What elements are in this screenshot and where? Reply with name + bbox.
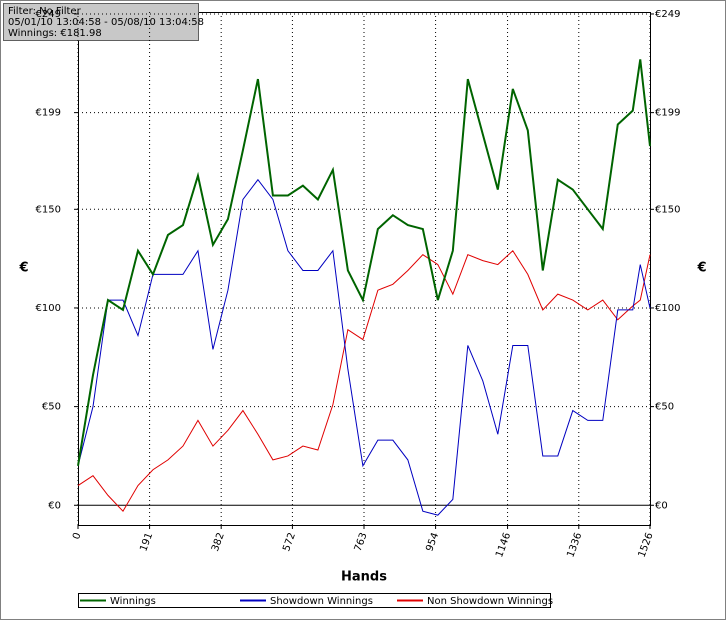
legend xyxy=(78,593,551,608)
series-line xyxy=(77,249,651,513)
y2-tick-label: €0 xyxy=(655,500,668,511)
y-tick-label: €150 xyxy=(36,204,61,215)
y2-axis-title: € xyxy=(696,261,706,276)
legend-label: Non Showdown Winnings xyxy=(427,596,553,607)
y-tick-label: €50 xyxy=(42,402,61,413)
y2-tick-label: €150 xyxy=(655,204,680,215)
info-winnings: Winnings: €181.98 xyxy=(8,28,102,39)
y-axis-title: € xyxy=(18,261,28,276)
y2-tick-label: €50 xyxy=(655,402,674,413)
info-box xyxy=(3,3,199,41)
series-line xyxy=(77,178,651,516)
y2-tick-label: €249 xyxy=(655,9,680,20)
x-axis-title: Hands xyxy=(341,570,387,585)
series-line xyxy=(77,59,651,466)
y-tick-label: €0 xyxy=(48,500,61,511)
y2-tick-label: €199 xyxy=(655,108,680,119)
legend-label: Winnings xyxy=(110,596,156,607)
x-tick-label: 0 xyxy=(71,531,84,541)
y-tick-label: €249 xyxy=(36,9,61,20)
y-tick-label: €100 xyxy=(36,303,61,314)
y2-tick-label: €100 xyxy=(655,303,680,314)
info-range: 05/01/10 13:04:58 - 05/08/10 13:04:58 xyxy=(8,17,204,28)
y-tick-label: €199 xyxy=(36,108,61,119)
info-filter: Filter: No Filter xyxy=(8,6,82,17)
legend-label: Showdown Winnings xyxy=(270,596,373,607)
